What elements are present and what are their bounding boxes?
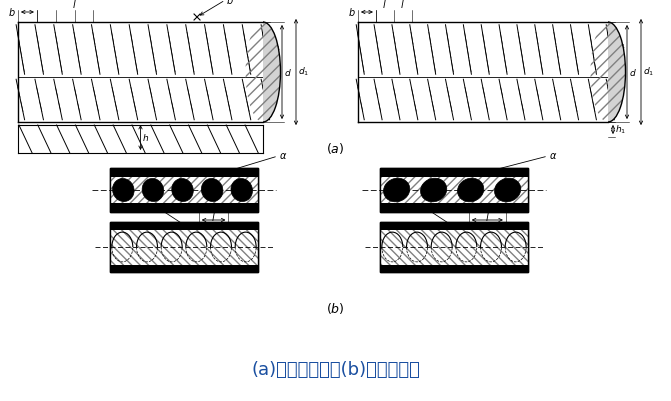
Text: $d$: $d$ — [284, 67, 292, 77]
Ellipse shape — [458, 178, 484, 202]
Ellipse shape — [421, 178, 447, 202]
Text: $h_1$: $h_1$ — [615, 123, 626, 136]
Bar — [380, 222, 528, 272]
Bar — [380, 229, 528, 265]
Bar — [380, 203, 528, 212]
Bar — [110, 222, 258, 229]
Text: $\alpha$: $\alpha$ — [549, 151, 558, 161]
Text: $l$: $l$ — [485, 211, 490, 223]
Bar — [380, 265, 528, 272]
Bar — [110, 168, 258, 212]
Text: $\alpha$: $\alpha$ — [452, 220, 460, 230]
Bar — [380, 222, 528, 272]
Ellipse shape — [495, 178, 521, 202]
Ellipse shape — [201, 178, 223, 202]
Bar — [110, 222, 258, 272]
Text: $d_1$: $d_1$ — [298, 66, 309, 78]
Bar — [110, 222, 258, 272]
Text: $h_1$: $h_1$ — [615, 38, 626, 51]
Text: $l$: $l$ — [72, 0, 77, 10]
Text: $h_1$: $h_1$ — [270, 41, 281, 53]
Text: $(b)$: $(b)$ — [326, 300, 345, 316]
Bar — [110, 203, 258, 212]
Bar — [380, 177, 528, 203]
Polygon shape — [608, 22, 625, 122]
Bar — [380, 168, 528, 212]
Bar — [110, 229, 258, 265]
Text: $d_1$: $d_1$ — [643, 66, 654, 78]
Text: $\alpha$: $\alpha$ — [185, 220, 193, 230]
Text: $\alpha$: $\alpha$ — [279, 151, 287, 161]
Ellipse shape — [172, 178, 193, 202]
Bar — [110, 168, 258, 212]
Ellipse shape — [384, 178, 410, 202]
Text: $b$: $b$ — [348, 6, 356, 18]
Bar — [110, 168, 258, 177]
Bar — [18, 22, 263, 122]
Polygon shape — [263, 22, 280, 122]
Bar — [380, 222, 528, 229]
Text: $l$: $l$ — [401, 0, 405, 10]
Ellipse shape — [113, 178, 134, 202]
Bar — [380, 168, 528, 177]
Text: $b$: $b$ — [8, 6, 16, 18]
Bar — [110, 177, 258, 203]
Text: (a)等高助锤筋；(b)月牙助锤筋: (a)等高助锤筋；(b)月牙助锤筋 — [251, 361, 420, 379]
Bar — [358, 22, 608, 122]
Text: $l$: $l$ — [211, 211, 216, 223]
Ellipse shape — [231, 178, 252, 202]
Ellipse shape — [142, 178, 164, 202]
Bar — [380, 168, 528, 212]
Text: $l$: $l$ — [382, 0, 387, 10]
Text: $d$: $d$ — [629, 67, 637, 77]
Text: $b$: $b$ — [226, 0, 234, 6]
Bar — [110, 265, 258, 272]
Text: $h$: $h$ — [142, 132, 150, 143]
Text: $(a)$: $(a)$ — [326, 140, 345, 156]
